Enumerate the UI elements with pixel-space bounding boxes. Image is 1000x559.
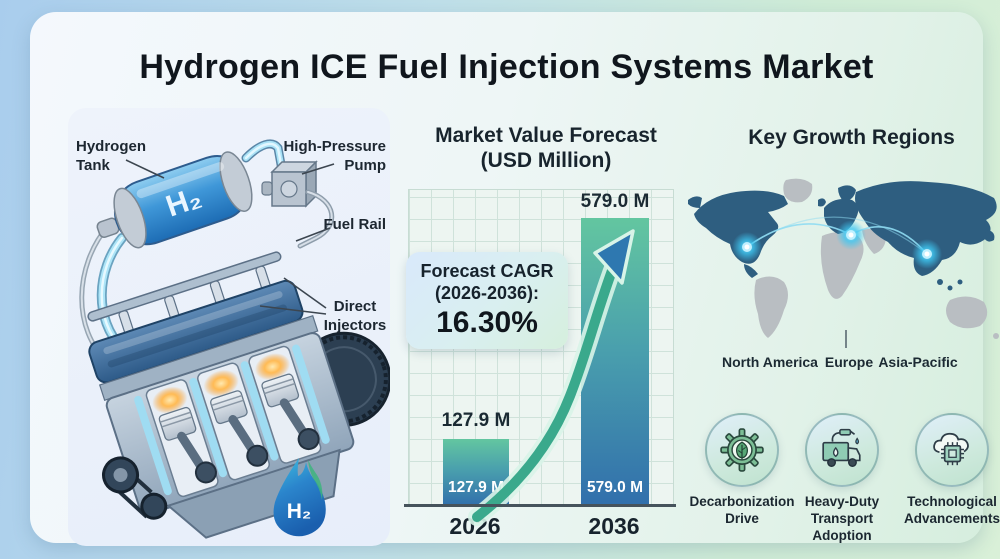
- continents-highlighted: [688, 181, 997, 291]
- hydrogen-engine-illustration: H₂: [79, 139, 390, 539]
- label-pump-line1: High-Pressure: [283, 138, 386, 155]
- cagr-value: 16.30%: [436, 306, 538, 340]
- engine-diagram-panel: H₂: [68, 108, 390, 546]
- label-hydrogen-tank-line1: Hydrogen: [76, 138, 147, 155]
- growth-regions-panel: Key Growth Regions: [688, 110, 1000, 550]
- x-tick-2026: 2026: [449, 513, 501, 539]
- bar-2026: 127.9 M: [443, 439, 509, 506]
- bar-2036: 579.0 M: [581, 218, 649, 506]
- se-asia-3: [957, 279, 963, 285]
- fuel-rail: [87, 251, 282, 322]
- tank-to-pump-pipe: [241, 139, 287, 175]
- driver-decarbonization-label: Decarbonization Drive: [682, 494, 802, 528]
- label-leader-lines: [125, 159, 335, 315]
- driver-transport-circle: [805, 413, 879, 487]
- label-hydrogen-tank-line2: Tank: [76, 156, 110, 174]
- driver-technology-line1: Technological: [907, 494, 997, 509]
- bar-2036-inner-value: 579.0 M: [586, 479, 643, 496]
- greenland: [783, 178, 813, 203]
- bar-2026-value-label: 127.9 M: [441, 410, 511, 431]
- cylinder-3: [248, 345, 322, 464]
- x-axis-line: [404, 504, 676, 507]
- scandinavia: [838, 185, 856, 202]
- cloud-chip-icon: [933, 432, 969, 466]
- cagr-callout: Forecast CAGR (2026-2036): 16.30%: [406, 252, 568, 349]
- pump-to-rail-pipe-highlight: [299, 191, 333, 247]
- chart-title-line1: Market Value Forecast: [435, 124, 657, 147]
- h2-flame-badge: H₂: [273, 458, 326, 537]
- direct-injectors: [118, 265, 272, 336]
- chart-title: Market Value Forecast (USD Million): [400, 124, 692, 174]
- cylinder-1: [145, 379, 219, 498]
- badge-h2-text: H₂: [287, 500, 312, 523]
- infographic-card: Hydrogen ICE Fuel Injection Systems Mark…: [30, 12, 1000, 546]
- driver-technology: Technological Advancements: [892, 413, 1000, 528]
- engine-block: [87, 251, 390, 539]
- driver-technology-circle: [915, 413, 989, 487]
- page-title: Hydrogen ICE Fuel Injection Systems Mark…: [139, 48, 874, 86]
- cagr-line2: (2026-2036):: [434, 282, 540, 303]
- australia: [946, 296, 988, 329]
- region-label-north-america: North America: [722, 354, 818, 370]
- driver-transport-line2: Transport: [810, 510, 874, 526]
- driver-technology-line2: Advancements: [903, 510, 1000, 526]
- driver-decarbonization-circle: [705, 413, 779, 487]
- driver-decarbonization-line2: Drive: [725, 510, 759, 526]
- alaska: [688, 196, 702, 208]
- market-forecast-panel: Market Value Forecast (USD Million) 127.…: [400, 110, 692, 550]
- label-direct-injectors: Direct Injectors: [322, 298, 388, 336]
- label-hydrogen-tank: Hydrogen Tank: [76, 138, 146, 176]
- belt-pulleys: [102, 456, 168, 520]
- high-pressure-pump: [261, 160, 318, 208]
- label-high-pressure-pump: High-Pressure Pump: [283, 138, 386, 176]
- gear-leaf-icon: [720, 428, 764, 472]
- north-america: [694, 190, 788, 264]
- driver-transport-label: Heavy-Duty Transport Adoption: [782, 494, 902, 545]
- label-fuel-rail: Fuel Rail: [323, 216, 386, 233]
- x-tick-2036: 2036: [588, 513, 640, 539]
- cylinder-2: [197, 362, 270, 481]
- japan: [984, 230, 995, 242]
- label-injectors-line1: Direct: [333, 298, 377, 315]
- world-map: [688, 178, 999, 348]
- regions-title: Key Growth Regions: [748, 126, 955, 149]
- label-pump-line2: Pump: [344, 156, 386, 174]
- driver-transport-line3: Adoption: [812, 527, 872, 543]
- new-zealand: [993, 333, 999, 339]
- region-label-asia-pacific: Asia-Pacific: [878, 354, 958, 370]
- region-label-europe: Europe: [824, 354, 874, 370]
- hydrogen-truck-icon: [822, 428, 861, 467]
- driver-decarbonization-line1: Decarbonization: [689, 494, 795, 509]
- driver-decarbonization: Decarbonization Drive: [682, 413, 802, 528]
- se-asia-2: [947, 285, 953, 291]
- cagr-line1: Forecast CAGR: [420, 260, 554, 281]
- bar-2036-value-label: 579.0 M: [580, 191, 650, 212]
- uk: [818, 198, 826, 207]
- south-america: [754, 276, 788, 338]
- asia: [855, 181, 997, 276]
- region-glow-dots: [732, 220, 942, 269]
- driver-transport-line1: Heavy-Duty: [804, 494, 880, 509]
- hydrogen-tank: H₂: [96, 151, 253, 249]
- bar-2026-inner-value: 127.9 M: [447, 479, 504, 496]
- chart-title-line2: (USD Million): [480, 148, 612, 172]
- label-injectors-line2: Injectors: [323, 316, 387, 334]
- driver-technology-label: Technological Advancements: [892, 494, 1000, 528]
- central-america: [744, 264, 758, 278]
- driver-transport: Heavy-Duty Transport Adoption: [782, 413, 902, 545]
- se-asia-1: [937, 279, 943, 285]
